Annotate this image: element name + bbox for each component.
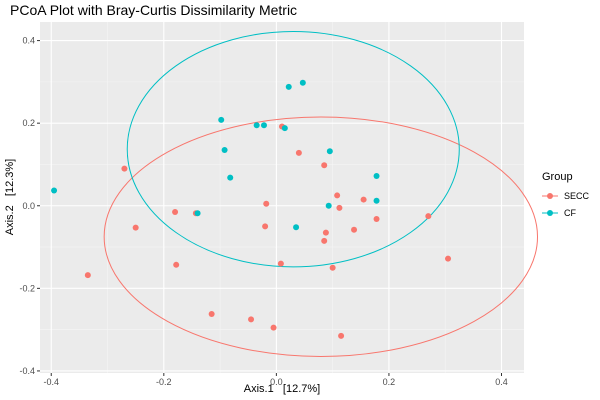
point-secc — [338, 332, 345, 339]
point-cf — [194, 210, 201, 217]
point-secc — [445, 255, 452, 262]
point-secc — [208, 310, 215, 317]
chart-title: PCoA Plot with Bray-Curtis Dissimilarity… — [10, 2, 297, 18]
y-tick-label: -0.2 — [19, 283, 35, 293]
data-points — [51, 79, 452, 339]
point-secc — [373, 215, 380, 222]
legend-key-point — [547, 193, 553, 199]
axis-ticks: -0.4 -0.2 0.0 0.2 0.4 -0.4 -0.2 0.0 0.2 0.4 — [19, 36, 507, 387]
ellipse-secc — [103, 116, 539, 357]
legend-title: Group — [542, 171, 573, 183]
point-secc — [322, 229, 329, 236]
point-secc — [329, 264, 336, 271]
x-tick-label: 0.0 — [270, 377, 283, 387]
point-secc — [321, 162, 328, 169]
point-secc — [425, 213, 432, 220]
y-tick-label: -0.4 — [19, 366, 35, 376]
legend: Group SECC CF — [542, 171, 590, 218]
point-cf — [260, 122, 267, 129]
point-secc — [321, 237, 328, 244]
point-cf — [293, 224, 300, 231]
legend-key-point — [547, 210, 553, 216]
point-secc — [336, 204, 343, 211]
ellipse-cf — [126, 30, 460, 268]
point-secc — [132, 224, 139, 231]
x-tick-label: 0.4 — [495, 377, 508, 387]
point-secc — [263, 200, 270, 207]
point-secc — [270, 324, 277, 331]
point-cf — [51, 187, 58, 194]
point-cf — [218, 116, 225, 123]
point-secc — [172, 208, 179, 215]
x-tick-label: 0.2 — [383, 377, 396, 387]
point-cf — [373, 197, 380, 204]
y-axis-title: Axis.2 [12.3%] — [4, 159, 16, 235]
point-cf — [299, 79, 306, 86]
y-tick-label: 0.0 — [22, 201, 35, 211]
point-cf — [281, 125, 288, 132]
point-cf — [221, 147, 228, 154]
point-cf — [253, 122, 260, 129]
point-cf — [285, 83, 292, 90]
point-secc — [334, 192, 341, 199]
point-cf — [373, 173, 380, 180]
x-tick-label: -0.4 — [43, 377, 59, 387]
y-tick-label: 0.2 — [22, 118, 35, 128]
point-secc — [360, 196, 367, 203]
gridlines — [40, 22, 524, 373]
point-secc — [84, 272, 91, 279]
point-cf — [326, 148, 333, 155]
x-tick-label: -0.2 — [156, 377, 172, 387]
y-tick-label: 0.4 — [22, 36, 35, 46]
point-secc — [121, 165, 128, 172]
point-cf — [325, 202, 332, 209]
point-secc — [173, 261, 180, 268]
point-secc — [262, 223, 269, 230]
legend-label-cf: CF — [564, 208, 576, 218]
point-secc — [277, 260, 284, 267]
legend-label-secc: SECC — [564, 191, 590, 201]
point-secc — [351, 226, 358, 233]
point-secc — [248, 316, 255, 323]
confidence-ellipses — [103, 30, 539, 357]
x-axis-title: Axis.1 [12.7%] — [244, 383, 320, 395]
point-secc — [295, 149, 302, 156]
plot-panel — [40, 22, 524, 373]
point-cf — [227, 174, 234, 181]
